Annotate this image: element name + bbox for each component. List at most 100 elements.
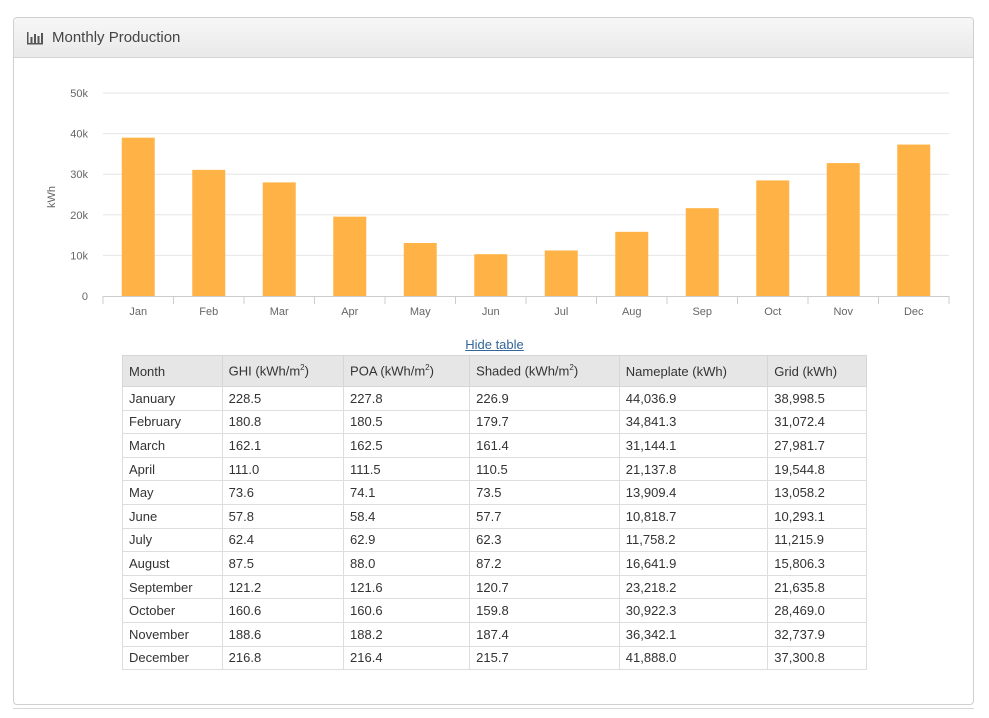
table-cell: 111.0 — [221, 456, 345, 482]
bar-jul[interactable] — [544, 250, 578, 296]
bar-apr[interactable] — [333, 216, 367, 296]
table-cell: December — [122, 645, 223, 671]
table-cell: 180.5 — [343, 409, 471, 435]
bar-mar[interactable] — [262, 182, 296, 296]
table-cell: 38,998.5 — [767, 386, 867, 411]
table-cell: 27,981.7 — [767, 433, 867, 458]
table-cell: 11,758.2 — [618, 527, 769, 553]
table-cell: 23,218.2 — [618, 574, 769, 600]
table-cell: 87.2 — [469, 551, 620, 576]
table-row: May 73.6 74.1 73.5 13,909.4 13,058.2 — [122, 480, 867, 505]
table-row: March 162.1 162.5 161.4 31,144.1 27,981.7 — [122, 433, 867, 458]
y-tick-label: 30k — [70, 169, 88, 181]
table-row: August 87.5 88.0 87.2 16,641.9 15,806.3 — [122, 551, 867, 576]
table-row: September 121.2 121.6 120.7 23,218.2 21,635.8 — [122, 574, 867, 600]
table-cell: 21,137.8 — [618, 456, 769, 482]
x-tick-label: Jul — [554, 306, 568, 318]
table-cell: 160.6 — [343, 598, 471, 623]
x-tick-label: Jun — [482, 306, 500, 318]
table-header-row: Month GHI (kWh/m2) POA (kWh/m2) Shaded (kWh… — [122, 355, 867, 387]
table-cell: 10,293.1 — [767, 503, 867, 529]
table-cell: September — [122, 574, 223, 600]
table-cell: 111.5 — [343, 456, 471, 482]
table-cell: April — [122, 456, 223, 482]
table-cell: 62.4 — [221, 527, 345, 553]
x-tick-label: Dec — [904, 306, 924, 318]
bar-jun[interactable] — [474, 254, 508, 296]
panel-title: Monthly Production — [52, 29, 181, 46]
y-tick-label: 40k — [70, 129, 88, 141]
y-tick-label: 20k — [70, 210, 88, 222]
table-cell: 121.2 — [221, 574, 345, 600]
bar-jan[interactable] — [121, 137, 155, 296]
table-cell: 13,909.4 — [618, 480, 769, 505]
column-header: Grid (kWh) — [767, 355, 867, 387]
column-header: POA (kWh/m2) — [343, 355, 471, 387]
table-cell: August — [122, 551, 223, 576]
x-tick-label: Nov — [833, 306, 853, 318]
table-cell: 162.5 — [343, 433, 471, 458]
table-cell: 160.6 — [221, 598, 345, 623]
table-cell: 180.8 — [221, 409, 345, 435]
table-row: October 160.6 160.6 159.8 30,922.3 28,469.0 — [122, 598, 867, 623]
table-cell: 110.5 — [469, 456, 620, 482]
table-cell: January — [122, 386, 223, 411]
table-cell: 74.1 — [343, 480, 471, 505]
column-header: Month — [122, 355, 223, 387]
column-header: GHI (kWh/m2) — [221, 355, 345, 387]
bar-aug[interactable] — [615, 231, 649, 296]
x-tick-label: Apr — [341, 306, 358, 318]
monthly-production-chart: 0 10k 20k 30k 40k 50k Jan Feb Mar Apr May Jun Jul Aug… — [46, 88, 950, 318]
table-row: December 216.8 216.4 215.7 41,888.0 37,300.8 — [122, 645, 867, 671]
bar-oct[interactable] — [756, 180, 790, 296]
x-tick-label: Aug — [622, 306, 642, 318]
bar-dec[interactable] — [897, 144, 931, 296]
table-cell: 62.3 — [469, 527, 620, 553]
table-cell: 226.9 — [469, 386, 620, 411]
bar-may[interactable] — [403, 242, 437, 296]
y-tick-label: 10k — [70, 250, 88, 262]
table-row: November 188.6 188.2 187.4 36,342.1 32,737.9 — [122, 621, 867, 647]
x-tick-label: May — [410, 306, 431, 318]
table-cell: 57.7 — [469, 503, 620, 529]
table-cell: May — [122, 480, 223, 505]
table-cell: 227.8 — [343, 386, 471, 411]
table-cell: 187.4 — [469, 621, 620, 647]
bar-chart-icon — [27, 31, 43, 44]
table-cell: 188.2 — [343, 621, 471, 647]
table-cell: 58.4 — [343, 503, 471, 529]
column-header: Shaded (kWh/m2) — [469, 355, 620, 387]
table-cell: 44,036.9 — [618, 386, 769, 411]
production-table: Month GHI (kWh/m2) POA (kWh/m2) Shaded (kWh… — [122, 355, 867, 671]
table-cell: 73.5 — [469, 480, 620, 505]
table-cell: 37,300.8 — [767, 645, 867, 671]
hide-table-row: Hide table — [0, 336, 989, 354]
table-cell: 13,058.2 — [767, 480, 867, 505]
table-cell: June — [122, 503, 223, 529]
table-cell: 34,841.3 — [618, 409, 769, 435]
table-cell: 188.6 — [221, 621, 345, 647]
x-tick-label: Feb — [199, 306, 218, 318]
y-tick-label: 50k — [70, 88, 88, 100]
panel-divider — [13, 708, 974, 709]
table-cell: November — [122, 621, 223, 647]
bar-nov[interactable] — [826, 163, 860, 296]
table-cell: July — [122, 527, 223, 553]
x-tick-label: Mar — [270, 306, 289, 318]
table-cell: 31,072.4 — [767, 409, 867, 435]
table-cell: 121.6 — [343, 574, 471, 600]
table-row: June 57.8 58.4 57.7 10,818.7 10,293.1 — [122, 503, 867, 529]
table-cell: 32,737.9 — [767, 621, 867, 647]
table-cell: 31,144.1 — [618, 433, 769, 458]
table-cell: 73.6 — [221, 480, 345, 505]
table-cell: 19,544.8 — [767, 456, 867, 482]
bar-sep[interactable] — [685, 208, 719, 296]
column-header: Nameplate (kWh) — [618, 355, 769, 387]
hide-table-link[interactable]: Hide table — [465, 337, 524, 352]
y-axis-label: kWh — [46, 186, 58, 208]
table-cell: 21,635.8 — [767, 574, 867, 600]
table-cell: 10,818.7 — [618, 503, 769, 529]
table-cell: February — [122, 409, 223, 435]
table-cell: 62.9 — [343, 527, 471, 553]
bar-feb[interactable] — [192, 169, 226, 296]
